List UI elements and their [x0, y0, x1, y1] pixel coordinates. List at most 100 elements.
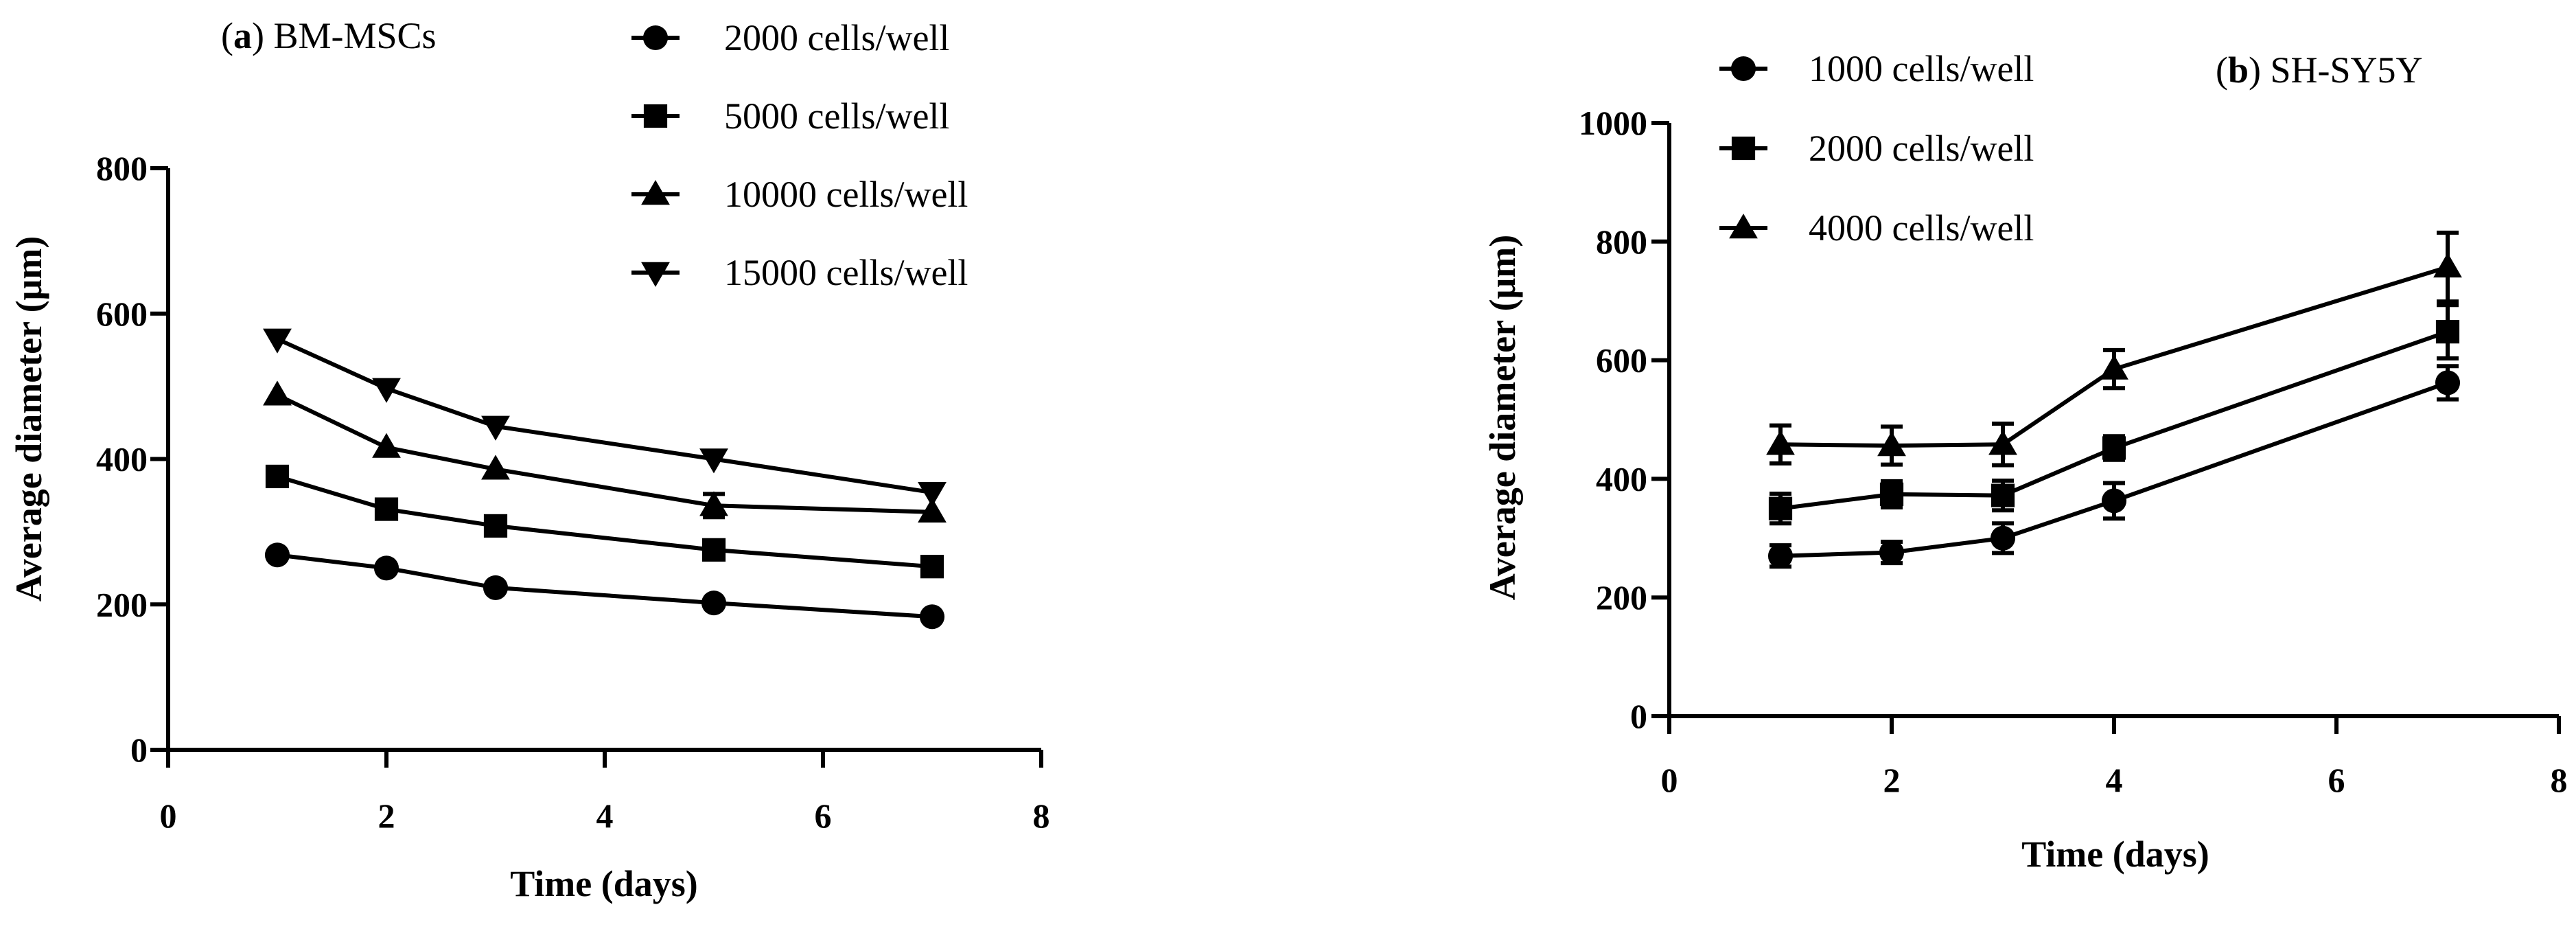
panel-a-data-point: [699, 448, 728, 474]
panel-a-data-point: [701, 590, 727, 616]
panel-b-data-point: [1768, 496, 1793, 520]
panel-a-x-tick-label: 4: [596, 796, 614, 835]
panel-a-series: [263, 328, 947, 630]
panel-a-y-tick-label: 600: [96, 295, 148, 333]
chart-panel-b: (b) SH-SY5Y Average diameter (μm) Time (…: [1482, 48, 2568, 875]
panel-b-data-point: [2433, 253, 2462, 278]
panel-b-data-point: [1879, 482, 1904, 506]
panel-a-series-line: [276, 337, 933, 495]
panel-a-data-point: [481, 455, 510, 480]
panel-b-data-point: [1766, 430, 1795, 455]
panel-b-data-point: [2435, 320, 2460, 344]
chart-panel-a: (a) BM-MSCs Average diameter (μm) Time (…: [8, 15, 1050, 904]
panel-a-title-text: BM-MSCs: [273, 15, 436, 56]
panel-a-data-point: [373, 555, 399, 581]
panel-b-y-tick-label: 1000: [1579, 104, 1647, 142]
panel-b-y-tick-label: 200: [1596, 578, 1647, 617]
panel-b-legend: 1000 cells/well 2000 cells/well 4000 cells…: [1719, 48, 2034, 249]
panel-b-title-text: SH-SY5Y: [2271, 49, 2423, 91]
panel-b-data-point: [1991, 483, 2015, 507]
panel-a-y-tick-label: 800: [96, 149, 148, 187]
panel-b-series: [1766, 230, 2462, 569]
panel-a-data-point: [918, 497, 947, 523]
panel-a-x-axis-title: Time (days): [510, 863, 698, 904]
panel-b-series-1: [1767, 364, 2461, 569]
panel-b-x-tick-label: 2: [1883, 761, 1901, 799]
panel-b-data-point: [2102, 436, 2126, 460]
panel-b-data-point: [2100, 354, 2128, 380]
panel-a-data-point: [919, 604, 945, 630]
panel-a-series-3: [263, 380, 947, 523]
panel-a-data-point: [481, 415, 510, 441]
panel-b-series-2: [1768, 303, 2460, 526]
panel-b-label: b: [2228, 49, 2249, 91]
panel-a-data-point: [263, 328, 292, 354]
panel-a-legend-marker: [641, 262, 670, 287]
panel-a-legend-label: 5000 cells/well: [724, 95, 949, 137]
panel-a-data-point: [263, 380, 292, 406]
panel-b-legend-marker: [1731, 136, 1756, 161]
panel-b-data-point: [2101, 488, 2127, 514]
panel-b-series-line: [1780, 380, 2449, 558]
panel-a-legend-item: 2000 cells/well: [631, 17, 949, 58]
panel-b-data-point: [2435, 370, 2461, 395]
panel-b-y-axis-title: Average diameter (μm): [1482, 235, 1523, 600]
panel-b-data-point: [1990, 525, 2016, 551]
panel-a-data-point: [483, 575, 509, 600]
panel-a-series-line: [277, 474, 933, 569]
panel-a-x-tick-label: 2: [378, 796, 395, 835]
panel-b-legend-item: 2000 cells/well: [1719, 128, 2034, 169]
panel-a-legend-marker: [642, 25, 669, 51]
panel-b-y-tick-label: 400: [1596, 459, 1647, 498]
panel-b-data-point: [1767, 543, 1794, 569]
panel-a-data-point: [372, 433, 401, 458]
panel-a-legend-item: 5000 cells/well: [631, 95, 949, 137]
panel-b-x-tick-label: 4: [2106, 761, 2123, 799]
panel-b-x-tick-label: 0: [1661, 761, 1678, 799]
panel-a-axes: 0 200 400 600 800 0 2 4 6 8: [96, 149, 1050, 835]
panel-b-x-tick-label: 6: [2328, 761, 2345, 799]
panel-a-legend: 2000 cells/well 5000 cells/well 10000 cell…: [631, 17, 968, 293]
panel-a-series-2: [265, 464, 944, 579]
panel-a-data-point: [483, 514, 508, 538]
panel-b-legend-item: 4000 cells/well: [1719, 207, 2034, 249]
panel-a-y-tick-label: 0: [130, 731, 148, 769]
panel-a-x-tick-label: 0: [160, 796, 177, 835]
panel-b-legend-label: 4000 cells/well: [1809, 207, 2034, 249]
panel-a-data-point: [372, 378, 401, 403]
panel-a-legend-label: 10000 cells/well: [724, 174, 968, 215]
panel-a-label: a: [233, 15, 252, 56]
panel-b-series-3: [1766, 230, 2462, 468]
panel-b-legend-item: 1000 cells/well: [1719, 48, 2034, 89]
panel-b-y-tick-label: 0: [1630, 697, 1647, 735]
panel-a-data-point: [699, 491, 728, 516]
panel-a-data-point: [701, 538, 726, 562]
panel-b-y-tick-label: 600: [1596, 341, 1647, 380]
panel-a-legend-marker: [643, 104, 668, 128]
panel-a-legend-item: 10000 cells/well: [631, 174, 968, 215]
panel-b-legend-label: 2000 cells/well: [1809, 128, 2034, 169]
panel-b-legend-marker: [1730, 56, 1756, 82]
panel-a-series-4: [263, 328, 947, 507]
panel-a-x-tick-label: 6: [815, 796, 832, 835]
panel-b-x-tick-label: 8: [2551, 761, 2568, 799]
panel-a-legend-label: 2000 cells/well: [724, 17, 949, 58]
panel-a-series-1: [264, 542, 945, 630]
panel-a-data-point: [920, 555, 944, 579]
panel-a-x-tick-label: 8: [1033, 796, 1050, 835]
panel-a-legend-item: 15000 cells/well: [631, 252, 968, 293]
panel-a-data-point: [918, 482, 947, 507]
panel-a-y-tick-label: 400: [96, 440, 148, 479]
panel-a-y-axis-title: Average diameter (μm): [8, 236, 49, 601]
panel-b-y-tick-label: 800: [1596, 222, 1647, 261]
panel-b-axes: 0 200 400 600 800 1000 0 2 4 6 8: [1579, 104, 2568, 799]
panel-b-title: (b) SH-SY5Y: [2216, 49, 2423, 91]
panel-a-data-point: [264, 542, 290, 568]
panel-a-title: (a) BM-MSCs: [221, 15, 437, 56]
panel-b-legend-marker: [1729, 214, 1758, 239]
panel-a-legend-marker: [641, 180, 670, 205]
panel-b-x-axis-title: Time (days): [2021, 834, 2209, 875]
panel-a-data-point: [374, 497, 399, 521]
panel-b-data-point: [1988, 430, 2017, 455]
